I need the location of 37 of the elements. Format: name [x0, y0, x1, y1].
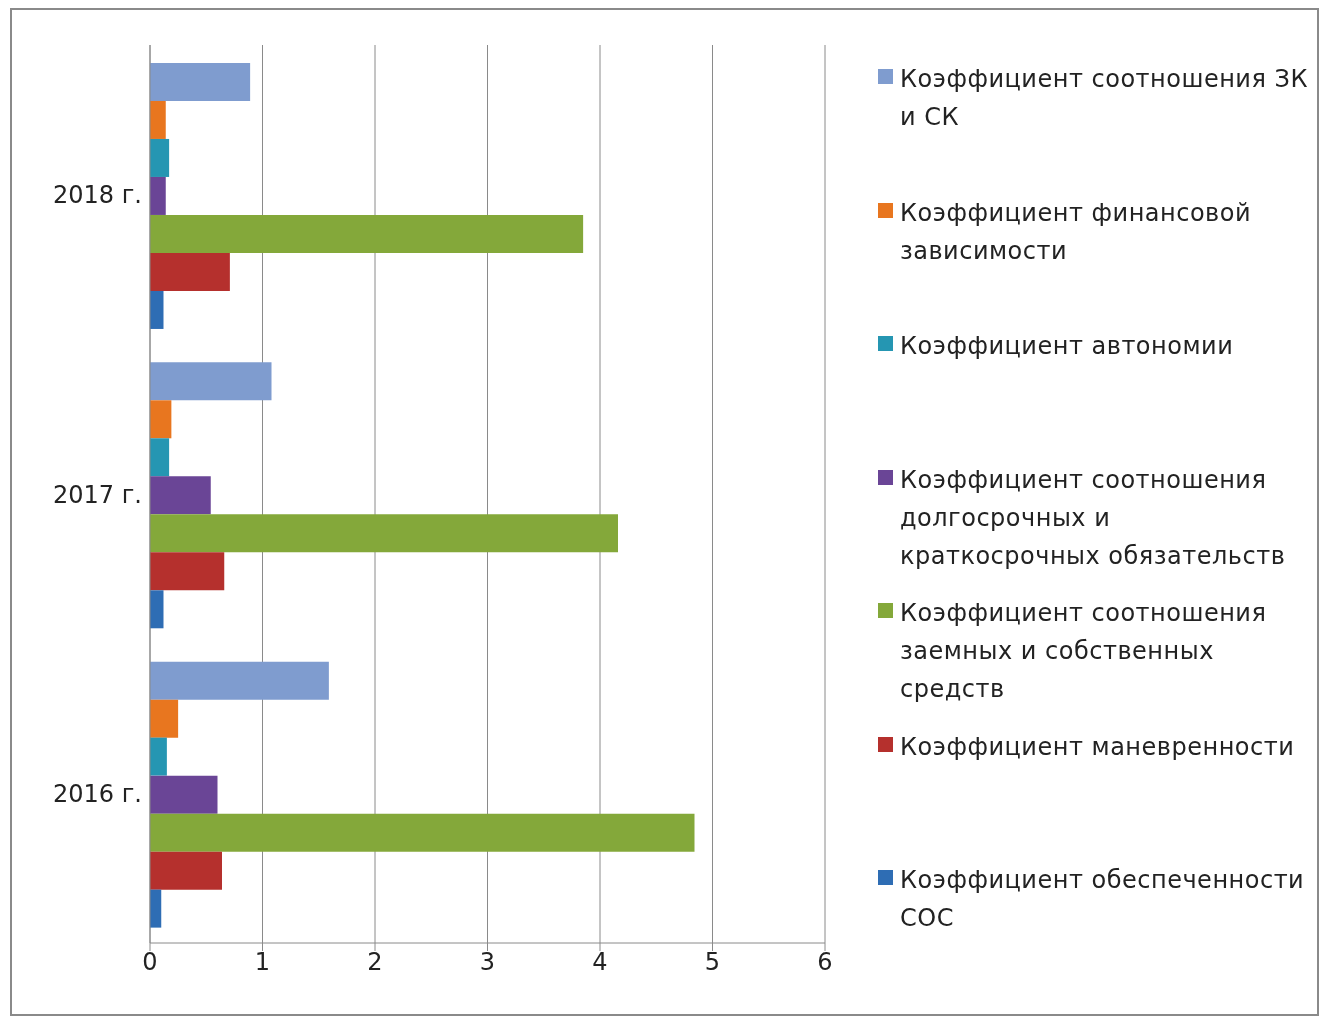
bar — [150, 400, 172, 439]
bar — [150, 252, 230, 291]
x-tick-label: 4 — [592, 948, 608, 977]
bar — [150, 552, 225, 591]
bar — [150, 100, 166, 139]
bar — [150, 514, 618, 553]
x-tick-label: 5 — [704, 948, 721, 977]
bar — [150, 699, 179, 738]
bar — [150, 737, 167, 776]
bar — [150, 290, 164, 329]
bar — [150, 438, 170, 477]
bar — [150, 476, 211, 515]
bar — [150, 775, 218, 814]
legend-label: Коэффициент соотношения ЗК и СК — [900, 64, 1308, 133]
bar — [150, 661, 329, 700]
bar — [150, 851, 222, 890]
x-tick-label: 0 — [142, 948, 158, 977]
x-tick-label: 1 — [254, 948, 271, 977]
bar — [150, 138, 170, 177]
bar — [150, 176, 166, 215]
legend-label: Коэффициент соотношения долгосрочных и краткосрочных обязательств — [900, 464, 1287, 572]
y-tick-label: 2017 г. — [53, 480, 142, 509]
legend-label: Коэффициент соотношения заемных и собственных средств — [900, 598, 1268, 705]
y-tick-label: 2018 г. — [53, 181, 142, 210]
bar — [150, 62, 251, 101]
x-tick-label: 6 — [817, 948, 833, 977]
bar — [150, 590, 164, 629]
bar — [150, 813, 695, 852]
bar — [150, 214, 584, 253]
bar — [150, 362, 272, 401]
legend-label: Коэффициент финансовой зависимости — [900, 197, 1253, 267]
x-tick-label: 3 — [479, 948, 496, 977]
legend-label: Коэффициент обеспеченности СОС — [900, 865, 1306, 934]
y-tick-label: 2016 г. — [53, 779, 142, 808]
x-tick-label: 2 — [367, 948, 383, 977]
legend-label: Коэффициент автономии — [900, 331, 1234, 362]
legend-label: Коэффициент маневренности — [900, 731, 1295, 763]
